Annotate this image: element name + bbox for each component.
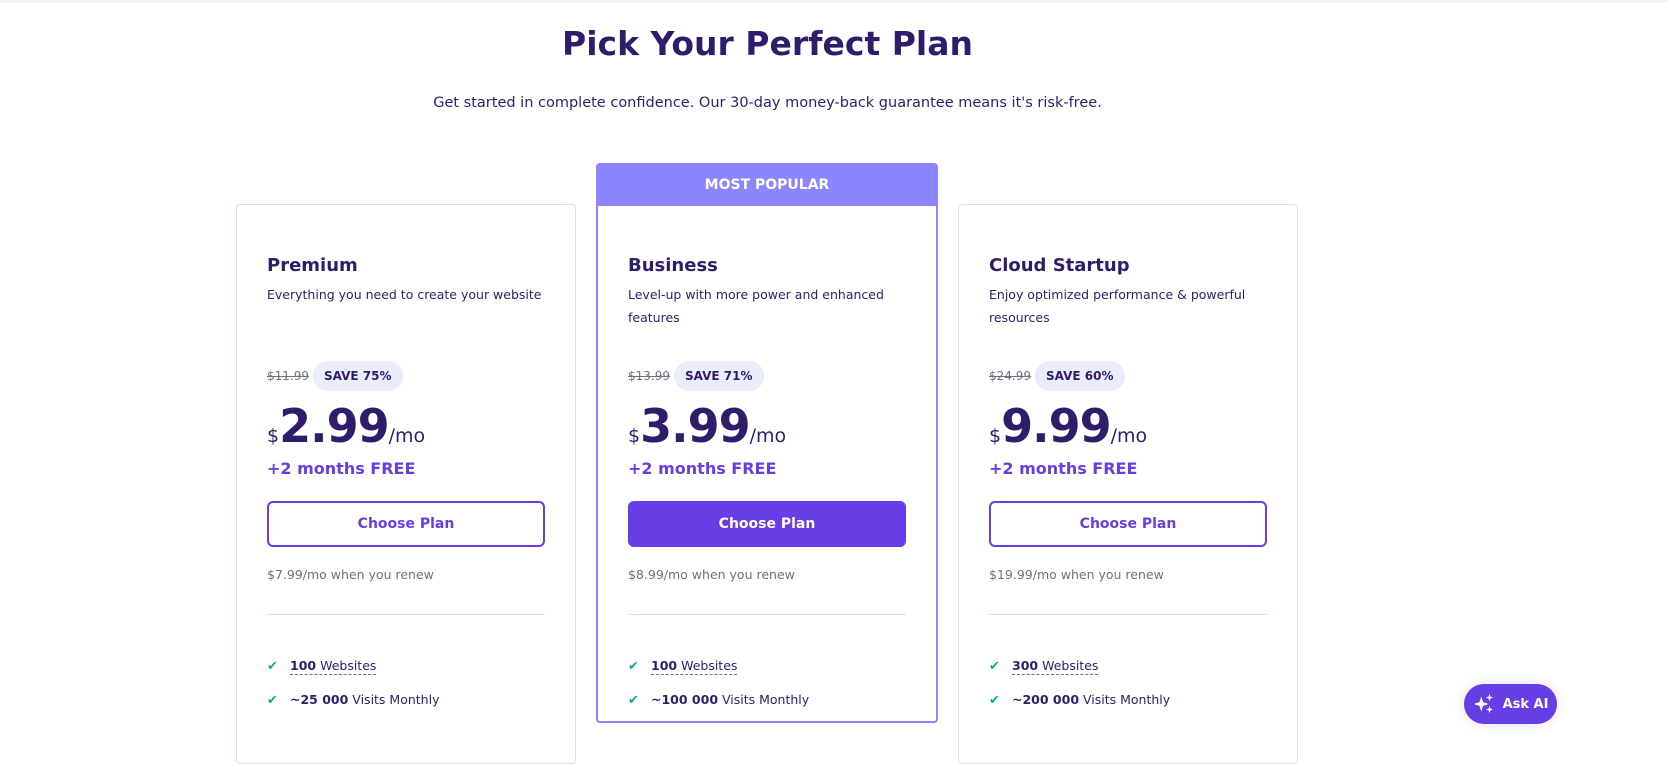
- check-icon: ✔: [628, 692, 639, 708]
- plan-price: $9.99/mo: [989, 399, 1148, 453]
- feature-list: ✔ 100 Websites ✔ ~25 000 Visits Monthly: [267, 649, 545, 717]
- original-price: $24.99: [989, 369, 1031, 383]
- renewal-price: $7.99/mo when you renew: [267, 567, 434, 582]
- plan-name: Cloud Startup: [989, 255, 1130, 276]
- ask-ai-label: Ask AI: [1502, 696, 1549, 712]
- plan-description: Enjoy optimized performance & powerful r…: [989, 287, 1246, 325]
- feature-text[interactable]: 100 Websites: [651, 657, 738, 675]
- ask-ai-button[interactable]: Ask AI: [1464, 684, 1557, 724]
- bonus-months: +2 months FREE: [267, 459, 416, 478]
- renewal-price: $19.99/mo when you renew: [989, 567, 1164, 582]
- save-badge: SAVE 71%: [674, 361, 764, 391]
- plan-price: $3.99/mo: [628, 399, 787, 453]
- renewal-price: $8.99/mo when you renew: [628, 567, 795, 582]
- feature-item: ✔ ~25 000 Visits Monthly: [267, 683, 545, 717]
- bonus-months: +2 months FREE: [628, 459, 777, 478]
- feature-item: ✔ ~100 000 Visits Monthly: [628, 683, 906, 717]
- plan-description: Level-up with more power and enhanced fe…: [628, 287, 884, 325]
- page-subtitle: Get started in complete confidence. Our …: [433, 95, 1102, 111]
- feature-item: ✔ ~200 000 Visits Monthly: [989, 683, 1267, 717]
- feature-item: ✔ 300 Websites: [989, 649, 1267, 683]
- check-icon: ✔: [989, 658, 1000, 674]
- feature-text[interactable]: ~25 000 Visits Monthly: [290, 692, 440, 707]
- check-icon: ✔: [267, 658, 278, 674]
- original-price: $11.99: [267, 369, 309, 383]
- divider: [267, 614, 545, 615]
- plan-description: Everything you need to create your websi…: [267, 287, 542, 302]
- feature-text[interactable]: 300 Websites: [1012, 657, 1099, 675]
- most-popular-badge: MOST POPULAR: [598, 165, 936, 206]
- check-icon: ✔: [267, 692, 278, 708]
- divider: [989, 614, 1267, 615]
- bonus-months: +2 months FREE: [989, 459, 1138, 478]
- plan-price: $2.99/mo: [267, 399, 426, 453]
- plan-name: Business: [628, 255, 718, 276]
- plan-card-business: MOST POPULAR Business Level-up with more…: [596, 163, 938, 723]
- choose-plan-button[interactable]: Choose Plan: [628, 501, 906, 547]
- plan-card-cloud-startup: Cloud Startup Enjoy optimized performanc…: [958, 204, 1298, 764]
- feature-text[interactable]: ~100 000 Visits Monthly: [651, 692, 810, 707]
- sparkles-icon: [1473, 693, 1493, 714]
- page-title: Pick Your Perfect Plan: [562, 24, 973, 63]
- save-badge: SAVE 75%: [313, 361, 403, 391]
- feature-text[interactable]: ~200 000 Visits Monthly: [1012, 692, 1171, 707]
- plan-name: Premium: [267, 255, 358, 276]
- top-border: [0, 0, 1668, 3]
- save-badge: SAVE 60%: [1035, 361, 1125, 391]
- check-icon: ✔: [989, 692, 1000, 708]
- feature-item: ✔ 100 Websites: [267, 649, 545, 683]
- feature-item: ✔ 100 Websites: [628, 649, 906, 683]
- feature-list: ✔ 300 Websites ✔ ~200 000 Visits Monthly: [989, 649, 1267, 717]
- choose-plan-button[interactable]: Choose Plan: [267, 501, 545, 547]
- feature-text[interactable]: 100 Websites: [290, 657, 377, 675]
- check-icon: ✔: [628, 658, 639, 674]
- choose-plan-button[interactable]: Choose Plan: [989, 501, 1267, 547]
- feature-list: ✔ 100 Websites ✔ ~100 000 Visits Monthly: [628, 649, 906, 717]
- original-price: $13.99: [628, 369, 670, 383]
- plan-card-premium: Premium Everything you need to create yo…: [236, 204, 576, 764]
- divider: [628, 614, 906, 615]
